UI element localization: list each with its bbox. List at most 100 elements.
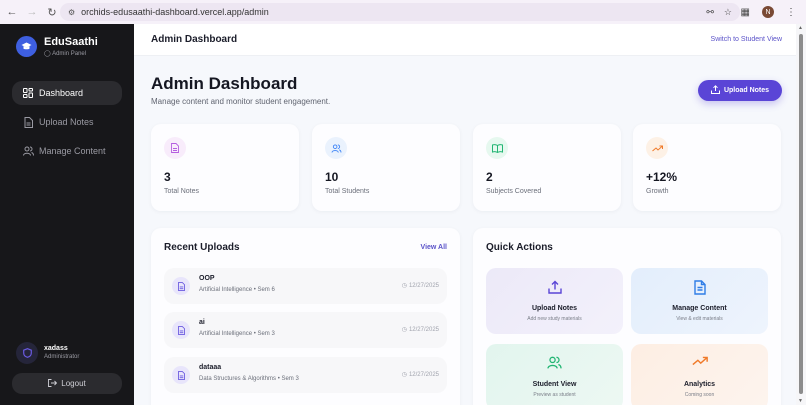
graduation-cap-icon	[16, 36, 37, 57]
upload-subtitle: Artificial Intelligence • Sem 6	[199, 287, 275, 293]
stat-card-total-students: 10 Total Students	[312, 124, 460, 211]
scrollbar-thumb[interactable]	[799, 34, 803, 394]
upload-title: dataaa	[199, 364, 222, 371]
upload-date-text: 12/27/2025	[408, 326, 439, 333]
quick-action-analytics[interactable]: Analytics Coming soon	[631, 344, 768, 405]
user-name: xadass	[44, 345, 68, 352]
bookmark-star-icon[interactable]: ☆	[723, 6, 732, 17]
upload-title: ai	[199, 319, 205, 326]
sidebar-item-label: Manage Content	[39, 146, 106, 156]
extensions-icon[interactable]: ▦	[740, 6, 750, 18]
browser-toolbar: ← → ↻ ⚙ orchids-edusaathi-dashboard.verc…	[0, 0, 806, 24]
quick-action-subtitle: Coming soon	[684, 392, 715, 398]
stat-value: 3	[164, 170, 171, 184]
upload-subtitle: Data Structures & Algorithms • Sem 3	[199, 376, 299, 382]
upload-icon	[486, 280, 623, 294]
menu-dots-icon[interactable]: ⋮	[786, 6, 796, 18]
quick-action-title: Manage Content	[672, 305, 727, 312]
upload-list-item[interactable]: dataaa Data Structures & Algorithms • Se…	[164, 357, 447, 393]
recent-uploads-title: Recent Uploads	[164, 242, 240, 253]
brand-subtitle-text: Admin Panel	[52, 51, 87, 57]
upload-subtitle: Artificial Intelligence • Sem 3	[199, 331, 275, 337]
switch-to-student-view-link[interactable]: Switch to Student View	[710, 36, 782, 43]
logout-icon	[48, 378, 58, 389]
brand-name: EduSaathi	[44, 36, 98, 48]
file-icon	[164, 137, 186, 159]
quick-action-student-view[interactable]: Student View Preview as student	[486, 344, 623, 405]
header-title: Admin Dashboard	[151, 34, 238, 45]
page-title: Admin Dashboard	[151, 74, 298, 93]
upload-date: ◷ 12/27/2025	[401, 326, 439, 334]
sidebar-item-dashboard[interactable]: Dashboard	[12, 81, 122, 105]
user-profile: xadass Administrator	[16, 342, 79, 364]
upload-title: OOP	[199, 275, 215, 282]
trending-up-icon	[631, 356, 768, 366]
logout-label: Logout	[61, 379, 86, 388]
quick-actions-panel: Quick Actions Upload Notes Add new study…	[473, 228, 781, 405]
upload-date-text: 12/27/2025	[408, 282, 439, 289]
file-icon	[22, 116, 34, 128]
quick-action-subtitle: View & edit materials	[676, 316, 723, 322]
upload-date-text: 12/27/2025	[408, 371, 439, 378]
page-scrollbar[interactable]: ▲ ▼	[796, 24, 806, 405]
sidebar-item-upload-notes[interactable]: Upload Notes	[12, 110, 122, 134]
upload-date: ◷ 12/27/2025	[401, 371, 439, 379]
reload-icon[interactable]: ↻	[47, 6, 57, 19]
stat-label: Growth	[646, 188, 669, 195]
grid-icon	[22, 88, 34, 98]
users-icon	[325, 137, 347, 159]
upload-list-item[interactable]: ai Artificial Intelligence • Sem 3 ◷ 12/…	[164, 312, 447, 348]
file-icon	[172, 277, 190, 295]
sidebar: EduSaathi ◯ Admin Panel Dashboard Upload…	[0, 24, 134, 405]
logout-button[interactable]: Logout	[12, 373, 122, 394]
quick-action-title: Upload Notes	[531, 305, 578, 312]
top-header: Admin Dashboard Switch to Student View	[134, 24, 796, 56]
brand: EduSaathi ◯ Admin Panel	[16, 36, 98, 57]
quick-action-title: Analytics	[683, 381, 716, 388]
stat-value: 10	[325, 170, 339, 184]
stat-label: Subjects Covered	[486, 188, 542, 195]
quick-actions-title: Quick Actions	[486, 242, 553, 253]
forward-icon[interactable]: →	[26, 6, 38, 18]
quick-action-subtitle: Add new study materials	[527, 316, 582, 322]
stat-value: 2	[486, 170, 493, 184]
stat-label: Total Notes	[164, 188, 200, 195]
stat-card-total-notes: 3 Total Notes	[151, 124, 299, 211]
recent-uploads-panel: Recent Uploads View All OOP Artificial I…	[151, 228, 460, 405]
profile-avatar[interactable]: N	[762, 6, 774, 18]
upload-list-item[interactable]: OOP Artificial Intelligence • Sem 6 ◷ 12…	[164, 268, 447, 304]
stat-value: +12%	[646, 170, 678, 184]
main-content: Admin Dashboard Manage content and monit…	[134, 56, 796, 405]
stat-card-growth: +12% Growth	[633, 124, 781, 211]
site-settings-icon[interactable]: ⚙	[68, 7, 76, 17]
scroll-down-arrow-icon[interactable]: ▼	[798, 398, 803, 404]
sidebar-item-label: Dashboard	[39, 88, 84, 98]
clock-icon: ◷	[401, 372, 407, 378]
upload-icon	[710, 85, 720, 96]
page-subtitle: Manage content and monitor student engag…	[151, 97, 331, 106]
upload-date: ◷ 12/27/2025	[402, 282, 439, 290]
back-icon[interactable]: ←	[6, 6, 18, 18]
upload-notes-label: Upload Notes	[723, 87, 770, 94]
scroll-up-arrow-icon[interactable]: ▲	[798, 25, 803, 31]
quick-action-manage-content[interactable]: Manage Content View & edit materials	[631, 268, 768, 334]
clock-icon: ◷	[401, 327, 407, 333]
shield-icon: ◯	[44, 51, 51, 57]
url-text: orchids-edusaathi-dashboard.vercel.app/a…	[81, 7, 269, 17]
sidebar-item-manage-content[interactable]: Manage Content	[12, 139, 122, 163]
users-icon	[22, 146, 34, 156]
quick-action-upload-notes[interactable]: Upload Notes Add new study materials	[486, 268, 623, 334]
users-icon	[486, 356, 623, 369]
file-icon	[172, 321, 190, 339]
upload-notes-button[interactable]: Upload Notes	[698, 80, 782, 101]
file-icon	[172, 366, 190, 384]
address-bar[interactable]: ⚙ orchids-edusaathi-dashboard.vercel.app…	[60, 3, 740, 21]
quick-action-title: Student View	[532, 381, 577, 388]
quick-action-subtitle: Preview as student	[533, 392, 576, 398]
sidebar-item-label: Upload Notes	[39, 117, 94, 127]
stat-label: Total Students	[325, 188, 370, 195]
stat-card-subjects-covered: 2 Subjects Covered	[473, 124, 621, 211]
view-all-link[interactable]: View All	[420, 244, 447, 251]
password-key-icon[interactable]: ⚯	[706, 6, 714, 17]
brand-subtitle: ◯ Admin Panel	[44, 50, 86, 57]
